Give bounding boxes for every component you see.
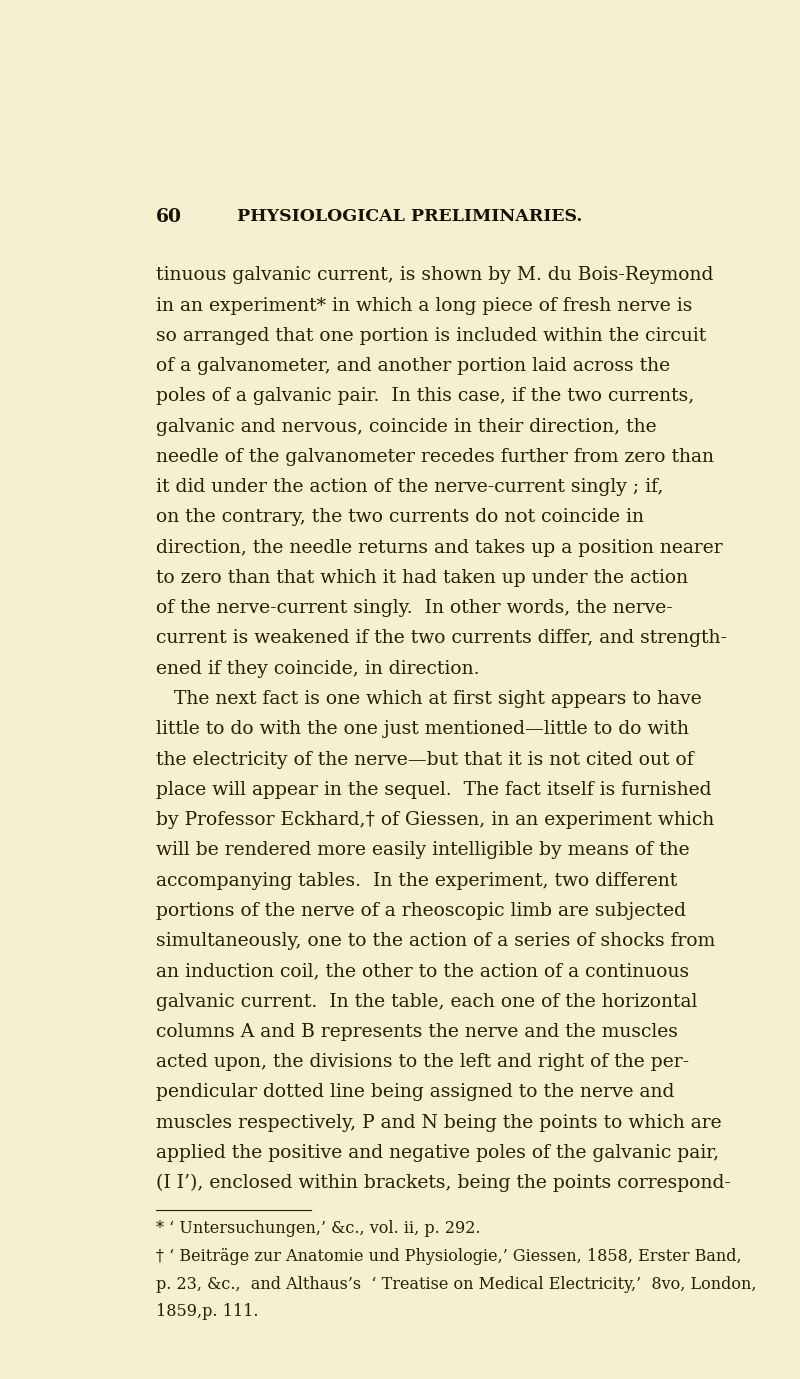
Text: galvanic and nervous, coincide in their direction, the: galvanic and nervous, coincide in their … bbox=[156, 418, 657, 436]
Text: will be rendered more easily intelligible by means of the: will be rendered more easily intelligibl… bbox=[156, 841, 690, 859]
Text: of the nerve-current singly.  In other words, the nerve-: of the nerve-current singly. In other wo… bbox=[156, 600, 673, 618]
Text: current is weakened if the two currents differ, and strength-: current is weakened if the two currents … bbox=[156, 629, 726, 648]
Text: ened if they coincide, in direction.: ened if they coincide, in direction. bbox=[156, 659, 479, 677]
Text: poles of a galvanic pair.  In this case, if the two currents,: poles of a galvanic pair. In this case, … bbox=[156, 387, 694, 405]
Text: tinuous galvanic current, is shown by M. du Bois-Reymond: tinuous galvanic current, is shown by M.… bbox=[156, 266, 713, 284]
Text: p. 23, &c.,  and Althaus’s  ‘ Treatise on Medical Electricity,’  8vo, London,: p. 23, &c., and Althaus’s ‘ Treatise on … bbox=[156, 1276, 756, 1292]
Text: place will appear in the sequel.  The fact itself is furnished: place will appear in the sequel. The fac… bbox=[156, 781, 711, 798]
Text: on the contrary, the two currents do not coincide in: on the contrary, the two currents do not… bbox=[156, 509, 644, 527]
Text: the electricity of the nerve—but that it is not cited out of: the electricity of the nerve—but that it… bbox=[156, 750, 694, 768]
Text: acted upon, the divisions to the left and right of the per-: acted upon, the divisions to the left an… bbox=[156, 1054, 689, 1071]
Text: in an experiment* in which a long piece of fresh nerve is: in an experiment* in which a long piece … bbox=[156, 296, 692, 314]
Text: by Professor Eckhard,† of Giessen, in an experiment which: by Professor Eckhard,† of Giessen, in an… bbox=[156, 811, 714, 829]
Text: direction, the needle returns and takes up a position nearer: direction, the needle returns and takes … bbox=[156, 539, 722, 557]
Text: 1859,p. 111.: 1859,p. 111. bbox=[156, 1303, 258, 1320]
Text: The next fact is one which at first sight appears to have: The next fact is one which at first sigh… bbox=[156, 690, 702, 707]
Text: galvanic current.  In the table, each one of the horizontal: galvanic current. In the table, each one… bbox=[156, 993, 697, 1011]
Text: of a galvanometer, and another portion laid across the: of a galvanometer, and another portion l… bbox=[156, 357, 670, 375]
Text: † ‘ Beiträge zur Anatomie und Physiologie,’ Giessen, 1858, Erster Band,: † ‘ Beiträge zur Anatomie und Physiologi… bbox=[156, 1248, 742, 1265]
Text: it did under the action of the nerve-current singly ; if,: it did under the action of the nerve-cur… bbox=[156, 479, 663, 496]
Text: columns A and B represents the nerve and the muscles: columns A and B represents the nerve and… bbox=[156, 1023, 678, 1041]
Text: simultaneously, one to the action of a series of shocks from: simultaneously, one to the action of a s… bbox=[156, 932, 715, 950]
Text: pendicular dotted line being assigned to the nerve and: pendicular dotted line being assigned to… bbox=[156, 1084, 674, 1102]
Text: muscles respectively, P and N being the points to which are: muscles respectively, P and N being the … bbox=[156, 1114, 722, 1132]
Text: little to do with the one just mentioned—little to do with: little to do with the one just mentioned… bbox=[156, 720, 689, 738]
Text: to zero than that which it had taken up under the action: to zero than that which it had taken up … bbox=[156, 570, 688, 587]
Text: needle of the galvanometer recedes further from zero than: needle of the galvanometer recedes furth… bbox=[156, 448, 714, 466]
Text: so arranged that one portion is included within the circuit: so arranged that one portion is included… bbox=[156, 327, 706, 345]
Text: PHYSIOLOGICAL PRELIMINARIES.: PHYSIOLOGICAL PRELIMINARIES. bbox=[238, 208, 582, 225]
Text: accompanying tables.  In the experiment, two different: accompanying tables. In the experiment, … bbox=[156, 872, 677, 889]
Text: 60: 60 bbox=[156, 208, 182, 226]
Text: portions of the nerve of a rheoscopic limb are subjected: portions of the nerve of a rheoscopic li… bbox=[156, 902, 686, 920]
Text: an induction coil, the other to the action of a continuous: an induction coil, the other to the acti… bbox=[156, 963, 689, 980]
Text: applied the positive and negative poles of the galvanic pair,: applied the positive and negative poles … bbox=[156, 1145, 719, 1162]
Text: (I I’), enclosed within brackets, being the points correspond-: (I I’), enclosed within brackets, being … bbox=[156, 1175, 730, 1193]
Text: * ‘ Untersuchungen,’ &c., vol. ii, p. 292.: * ‘ Untersuchungen,’ &c., vol. ii, p. 29… bbox=[156, 1220, 480, 1237]
